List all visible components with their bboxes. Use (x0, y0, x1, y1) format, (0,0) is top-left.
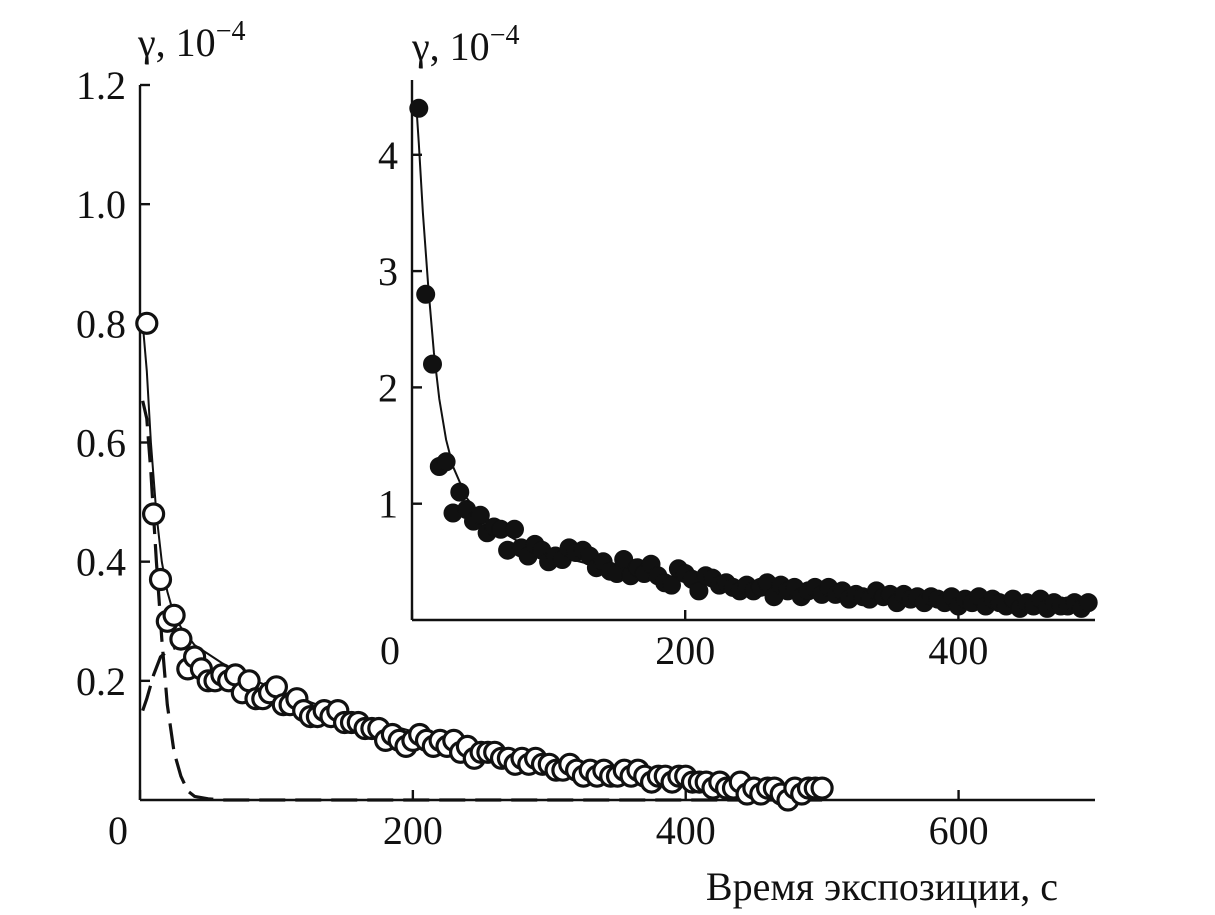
main-data-point (162, 603, 186, 627)
main-fast-component-curve (141, 400, 823, 802)
inset-y-tick-label: 2 (378, 365, 398, 410)
main-data-point (135, 311, 159, 335)
main-ticks: 0 200 400 600 0.2 0.4 0.6 0.8 1.0 1.2 (76, 63, 989, 853)
inset-y-axis-title-exponent: −4 (490, 20, 520, 51)
main-y-axis-title-exponent: −4 (216, 16, 246, 47)
inset-y-axis-title: γ, 10−4 (411, 20, 519, 69)
main-x-tick-label: 600 (929, 808, 989, 853)
main-data-point (810, 776, 834, 800)
main-data-point (169, 627, 193, 651)
main-y-tick-label: 0.4 (76, 540, 126, 585)
inset-x-tick-label: 200 (655, 628, 715, 673)
main-y-tick-label: 0.6 (76, 421, 126, 466)
main-y-tick-label: 1.0 (76, 182, 126, 227)
main-x-tick-label: 0 (108, 808, 128, 853)
inset-y-axis-title-base: γ, 10 (411, 24, 490, 69)
inset-y-tick-label: 4 (378, 133, 398, 178)
main-y-tick-label: 0.2 (76, 659, 126, 704)
main-y-axis-title: γ, 10−4 (137, 16, 245, 65)
main-slow-component-curve (141, 643, 182, 712)
inset-data-point (436, 452, 456, 472)
main-data-point (142, 502, 166, 526)
inset-background (412, 60, 1095, 620)
main-y-tick-label: 1.2 (76, 63, 126, 108)
main-points (135, 311, 834, 812)
inset-ticks: 0 200 400 1 2 3 4 (378, 133, 988, 673)
inset-chart-panel: 0 200 400 1 2 3 4 γ, 10−4 (378, 20, 1098, 673)
main-x-axis-title: Время экспозиции, с (706, 864, 1058, 909)
inset-x-tick-label: 400 (928, 628, 988, 673)
inset-y-tick-label: 3 (378, 249, 398, 294)
inset-data-point (1078, 593, 1098, 613)
main-x-tick-label: 200 (383, 808, 443, 853)
main-y-axis-title-base: γ, 10 (137, 20, 216, 65)
inset-y-tick-label: 1 (378, 482, 398, 527)
inset-x-tick-label: 0 (380, 628, 400, 673)
inset-data-point (662, 575, 681, 595)
main-data-point (148, 567, 173, 592)
inset-data-point (470, 505, 490, 525)
inset-points (409, 98, 1098, 618)
inset-data-point (409, 98, 429, 118)
main-x-tick-label: 400 (656, 808, 716, 853)
inset-data-point (416, 284, 436, 304)
inset-data-point (505, 519, 524, 539)
inset-data-point (450, 482, 470, 502)
inset-data-point (423, 354, 442, 374)
main-y-tick-label: 0.8 (76, 301, 126, 346)
